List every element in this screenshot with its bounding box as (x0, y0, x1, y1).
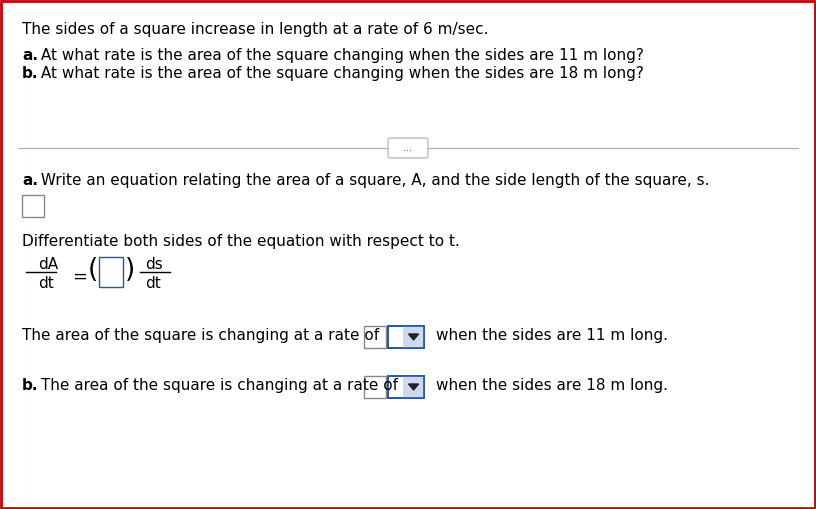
Bar (364, 376, 386, 398)
Bar (22, 195, 44, 217)
Text: The area of the square is changing at a rate of: The area of the square is changing at a … (36, 378, 398, 393)
Text: (: ( (88, 257, 98, 283)
Bar (388, 326, 424, 348)
Text: At what rate is the area of the square changing when the sides are 18 m long?: At what rate is the area of the square c… (36, 66, 644, 81)
Text: =: = (72, 268, 87, 286)
Text: dt: dt (145, 276, 161, 291)
Text: a.: a. (22, 173, 38, 188)
Text: The sides of a square increase in length at a rate of 6 m/sec.: The sides of a square increase in length… (22, 22, 489, 37)
Bar (364, 326, 386, 348)
Text: ds: ds (145, 257, 162, 272)
Text: The area of the square is changing at a rate of: The area of the square is changing at a … (22, 328, 379, 343)
Text: Write an equation relating the area of a square, A, and the side length of the s: Write an equation relating the area of a… (36, 173, 709, 188)
Text: ): ) (125, 257, 135, 283)
Text: b.: b. (22, 66, 38, 81)
Polygon shape (409, 384, 419, 390)
Bar (99, 257, 123, 287)
Text: b.: b. (22, 378, 38, 393)
Polygon shape (409, 334, 419, 340)
Text: ...: ... (403, 143, 413, 153)
Text: when the sides are 11 m long.: when the sides are 11 m long. (436, 328, 668, 343)
Bar (388, 376, 424, 398)
Bar (388, 326, 424, 348)
Bar (388, 376, 424, 398)
Text: when the sides are 18 m long.: when the sides are 18 m long. (436, 378, 668, 393)
FancyBboxPatch shape (388, 138, 428, 158)
Bar (403, 326, 424, 348)
Text: At what rate is the area of the square changing when the sides are 11 m long?: At what rate is the area of the square c… (36, 48, 644, 63)
Text: dt: dt (38, 276, 54, 291)
Text: Differentiate both sides of the equation with respect to t.: Differentiate both sides of the equation… (22, 234, 460, 249)
Bar (403, 376, 424, 398)
Text: dA: dA (38, 257, 58, 272)
Text: a.: a. (22, 48, 38, 63)
